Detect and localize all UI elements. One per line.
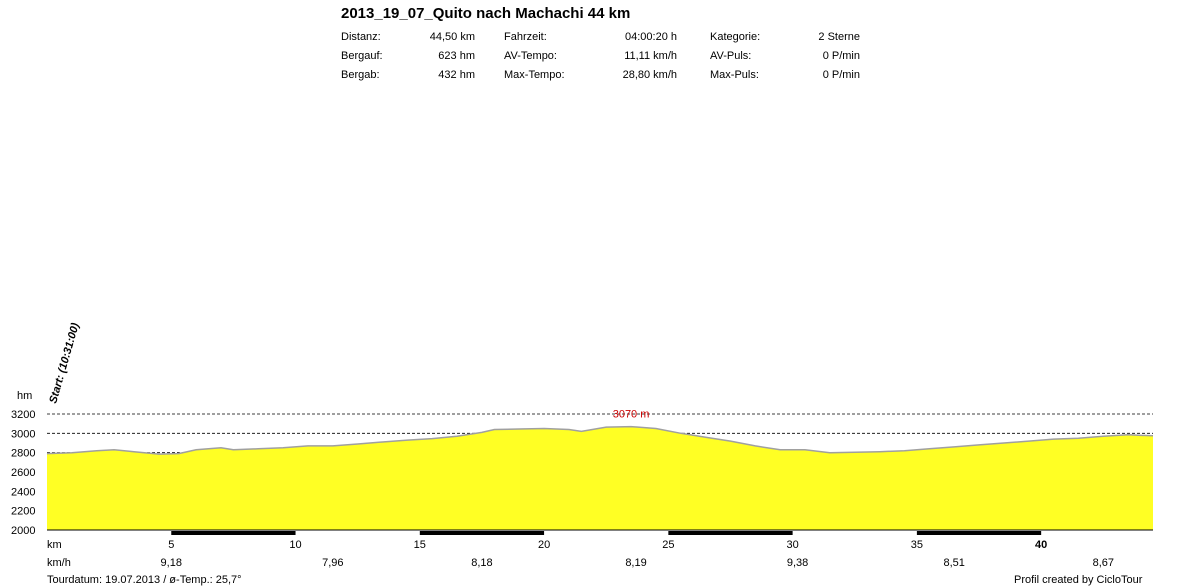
- y-tick-label: 3000: [11, 428, 35, 440]
- x-tick-labels: 5 10 15 20 25 30 35 40: [168, 539, 1047, 551]
- max-elevation-label: 3070 m: [613, 409, 650, 421]
- stat-value: 44,50 km: [429, 31, 475, 43]
- elevation-area: [47, 426, 1153, 530]
- stat-value: 432 hm: [438, 69, 475, 81]
- tour-date: Tourdatum: 19.07.2013 / ø-Temp.: 25,7°: [47, 574, 242, 586]
- speed-axis-label: km/h: [47, 557, 71, 569]
- x-axis-label: km: [47, 539, 62, 551]
- y-tick-label: 2600: [11, 467, 35, 479]
- y-tick-label: 2200: [11, 506, 35, 518]
- stat-value: 28,80 km/h: [622, 69, 677, 81]
- y-tick-labels: 3200 3000 2800 2600 2400 2200 2000: [11, 409, 35, 537]
- x-tick-label: 30: [786, 539, 798, 551]
- x-distance-bar: [171, 531, 1042, 535]
- y-axis-label: hm: [17, 390, 32, 402]
- y-tick-label: 2400: [11, 486, 35, 498]
- stat-value: 04:00:20 h: [625, 31, 677, 43]
- distance-segment: [668, 531, 793, 535]
- stat-label: AV-Puls:: [710, 50, 752, 62]
- x-tick-label: 25: [662, 539, 674, 551]
- stat-label: AV-Tempo:: [504, 50, 557, 62]
- distance-segment: [171, 531, 296, 535]
- stat-label: Kategorie:: [710, 31, 761, 43]
- stat-label: Fahrzeit:: [504, 31, 547, 43]
- x-tick-label: 10: [289, 539, 301, 551]
- stat-value: 623 hm: [438, 50, 475, 62]
- speed-value: 8,51: [943, 557, 964, 569]
- speed-value: 7,96: [322, 557, 343, 569]
- stat-value: 2 Sterne: [818, 31, 860, 43]
- y-tick-label: 3200: [11, 409, 35, 421]
- distance-segment: [916, 531, 1042, 535]
- stat-label: Max-Tempo:: [504, 69, 565, 81]
- stat-label: Max-Puls:: [710, 69, 759, 81]
- stat-label: Distanz:: [341, 31, 381, 43]
- speed-value: 9,18: [161, 557, 182, 569]
- x-tick-label: 35: [911, 539, 923, 551]
- start-label: Start: (10:31:00): [47, 321, 82, 405]
- stat-value: 11,11 km/h: [624, 50, 677, 62]
- distance-segment: [419, 531, 545, 535]
- page-title: 2013_19_07_Quito nach Machachi 44 km: [341, 5, 631, 22]
- speed-labels: 9,18 7,96 8,18 8,19 9,38 8,51 8,67: [161, 557, 1114, 569]
- stat-label: Bergauf:: [341, 50, 383, 62]
- x-tick-label: 20: [538, 539, 550, 551]
- speed-value: 8,19: [625, 557, 646, 569]
- x-tick-label: 5: [168, 539, 174, 551]
- y-tick-label: 2000: [11, 525, 35, 537]
- speed-value: 8,18: [471, 557, 492, 569]
- stat-value: 0 P/min: [822, 50, 860, 62]
- x-tick-label: 15: [414, 539, 426, 551]
- stat-label: Bergab:: [341, 69, 380, 81]
- credit: Profil created by CicloTour: [1014, 574, 1143, 586]
- speed-value: 8,67: [1093, 557, 1114, 569]
- elevation-line: [46, 425, 1154, 455]
- x-tick-label: 40: [1035, 539, 1047, 551]
- stat-value: 0 P/min: [822, 69, 860, 81]
- speed-value: 9,38: [787, 557, 808, 569]
- y-tick-label: 2800: [11, 448, 35, 460]
